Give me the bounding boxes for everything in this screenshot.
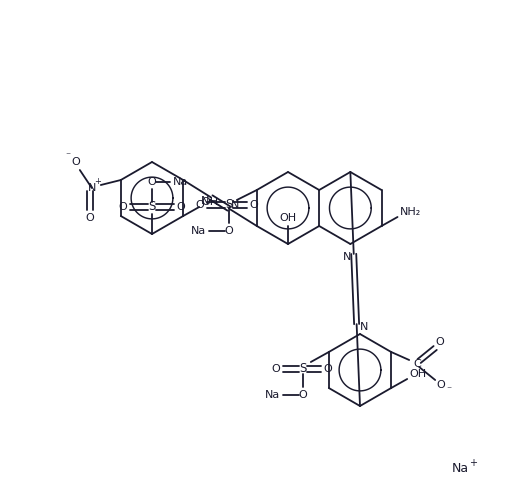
Text: Na: Na xyxy=(172,177,188,187)
Text: S: S xyxy=(299,363,307,375)
Text: OH: OH xyxy=(280,213,297,223)
Text: +: + xyxy=(94,178,101,186)
Text: S: S xyxy=(148,200,156,213)
Text: O: O xyxy=(298,390,307,400)
Text: N: N xyxy=(201,196,209,206)
Text: C: C xyxy=(413,359,421,369)
Text: Na: Na xyxy=(452,461,469,475)
Text: O: O xyxy=(119,202,127,212)
Text: N: N xyxy=(343,252,351,262)
Text: +: + xyxy=(469,458,477,468)
Text: N: N xyxy=(88,183,96,193)
Text: ⁻: ⁻ xyxy=(65,151,70,161)
Text: O: O xyxy=(196,200,204,210)
Text: OH: OH xyxy=(410,369,427,379)
Text: O: O xyxy=(71,157,80,167)
Text: O: O xyxy=(324,364,332,374)
Text: O: O xyxy=(436,337,445,347)
Text: O: O xyxy=(86,213,94,223)
Text: NH₂: NH₂ xyxy=(400,207,421,217)
Text: N: N xyxy=(231,199,239,209)
Text: Na: Na xyxy=(191,226,206,236)
Text: OH: OH xyxy=(202,197,219,207)
Text: N: N xyxy=(360,322,368,332)
Text: O: O xyxy=(249,200,258,210)
Text: O: O xyxy=(437,380,445,390)
Text: O: O xyxy=(271,364,280,374)
Text: O: O xyxy=(148,177,156,187)
Text: S: S xyxy=(225,198,233,211)
Text: O: O xyxy=(224,226,233,236)
Text: Na: Na xyxy=(265,390,281,400)
Text: ⁻: ⁻ xyxy=(447,385,452,395)
Text: O: O xyxy=(176,202,185,212)
